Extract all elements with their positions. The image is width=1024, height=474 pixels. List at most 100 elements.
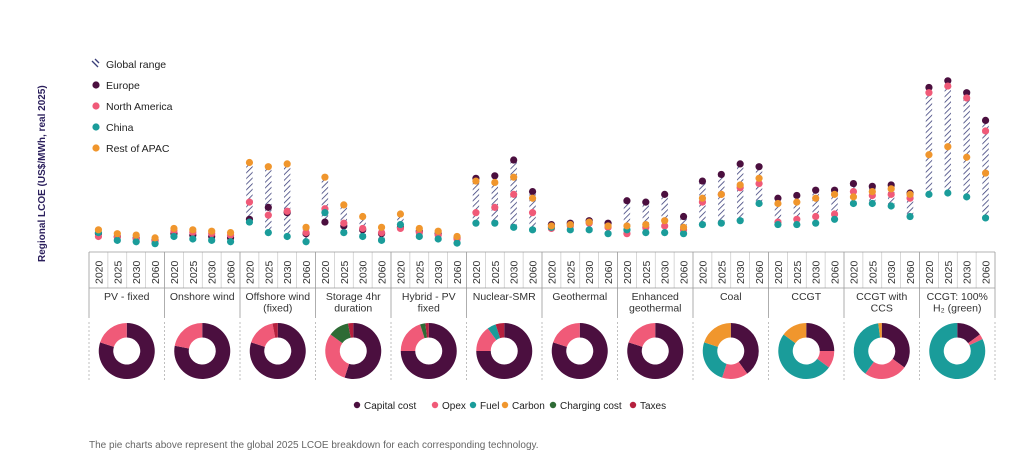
- pie-slice-capital: [98, 323, 155, 380]
- range-bar: [774, 198, 782, 225]
- year-tick-label: 2060: [377, 260, 389, 284]
- dot-rest_apac: [377, 223, 386, 231]
- pie-slice-opex: [968, 334, 983, 346]
- dot-china: [604, 230, 612, 238]
- dot-rest_apac: [736, 181, 744, 189]
- dot-north_america: [981, 127, 990, 135]
- dot-china: [472, 219, 480, 227]
- year-tick-label: 2030: [207, 260, 219, 284]
- dot-china: [396, 220, 405, 229]
- dot-china: [793, 220, 801, 229]
- pie-slice-fuel: [487, 324, 501, 341]
- dot-china: [264, 228, 272, 237]
- dot-europe: [925, 83, 933, 92]
- tech-label: CCS: [871, 303, 893, 315]
- year-tick-label: 2020: [848, 260, 860, 284]
- dot-china: [245, 218, 254, 226]
- dot-rest_apac: [755, 174, 763, 182]
- year-tick-label: 2020: [622, 260, 634, 284]
- dot-rest_apac: [472, 177, 480, 185]
- dot-north_america: [472, 209, 480, 217]
- dot-north_america: [661, 222, 669, 230]
- dot-europe: [679, 212, 688, 221]
- dot-china: [887, 202, 895, 210]
- dot-rest_apac: [283, 160, 291, 168]
- pie-slice-opex: [553, 323, 580, 347]
- dot-rest_apac: [208, 227, 216, 235]
- dot-rest_apac: [340, 201, 348, 209]
- dot-rest_apac: [453, 232, 461, 241]
- dot-rest_apac: [245, 158, 254, 167]
- dot-europe: [793, 191, 801, 200]
- legend-marker-china: [92, 123, 100, 131]
- pie-slice-capital: [344, 323, 382, 380]
- tech-label: PV - fixed: [104, 291, 150, 303]
- dot-europe: [736, 160, 744, 168]
- pie-slice-fuel: [778, 334, 829, 379]
- dot-rest_apac: [925, 151, 933, 159]
- year-tick-label: 2060: [150, 260, 162, 284]
- dot-rest_apac: [189, 226, 197, 234]
- year-tick-label: 2025: [565, 260, 577, 284]
- dot-china: [302, 238, 310, 246]
- dot-rest_apac: [774, 199, 782, 208]
- dot-north_america: [283, 207, 291, 215]
- dot-rest_apac: [113, 230, 121, 238]
- range-bar: [718, 174, 725, 224]
- dot-china: [170, 232, 178, 241]
- dot-china: [736, 217, 744, 225]
- legend-marker-europe: [92, 81, 100, 89]
- dot-europe: [849, 179, 858, 188]
- year-tick-label: 2060: [301, 260, 313, 284]
- dot-china: [774, 220, 782, 229]
- dot-europe: [774, 194, 782, 202]
- dot-china: [415, 232, 423, 241]
- year-tick-label: 2025: [943, 260, 955, 284]
- pie-slice-charging: [330, 323, 351, 344]
- legend-label-rest_apac: Rest of APAC: [106, 143, 170, 155]
- dot-china: [226, 238, 235, 246]
- dot-europe: [717, 170, 725, 179]
- pie-slice-carbon: [704, 323, 731, 347]
- dot-europe: [321, 218, 329, 226]
- dot-europe: [623, 197, 631, 205]
- dot-rest_apac: [868, 188, 876, 196]
- pie-legend-label-fuel: Fuel: [480, 401, 499, 412]
- legend-marker-north_america: [92, 102, 100, 110]
- year-tick-label: 2020: [697, 260, 709, 284]
- legend-label-china: China: [106, 122, 134, 134]
- pie-slice-opex: [722, 361, 748, 379]
- dot-rest_apac: [793, 198, 801, 206]
- range-bar: [906, 192, 914, 217]
- dot-rest_apac: [887, 185, 895, 193]
- dot-north_america: [359, 224, 367, 233]
- dot-rest_apac: [359, 212, 367, 221]
- tech-label: H₂ (green): [933, 303, 981, 315]
- year-tick-label: 2025: [641, 260, 653, 284]
- dot-rest_apac: [321, 173, 329, 181]
- dot-rest_apac: [510, 173, 518, 181]
- year-tick-label: 2030: [358, 260, 370, 284]
- tech-label: Nuclear-SMR: [473, 291, 536, 303]
- dot-china: [868, 199, 876, 208]
- dot-north_america: [830, 210, 839, 218]
- dot-rest_apac: [302, 223, 310, 231]
- dot-rest_apac: [491, 178, 499, 187]
- range-bar: [642, 202, 650, 233]
- year-tick-label: 2030: [962, 260, 974, 284]
- pie-slice-opex: [100, 323, 127, 347]
- legend-label-range: Global range: [106, 59, 166, 71]
- dot-china: [283, 232, 291, 241]
- legend-label-north_america: North America: [106, 101, 173, 113]
- dot-europe: [963, 89, 971, 97]
- dot-rest_apac: [94, 226, 103, 234]
- dot-rest_apac: [642, 220, 650, 229]
- dot-rest_apac: [661, 217, 669, 225]
- year-tick-label: 2025: [112, 260, 124, 284]
- y-axis-label: Regional LCOE (US$/MWh, real 2025): [37, 85, 48, 262]
- dot-rest_apac: [415, 224, 423, 233]
- range-bar: [340, 204, 348, 233]
- dot-china: [679, 230, 688, 238]
- year-tick-label: 2020: [395, 260, 407, 284]
- year-tick-label: 2030: [282, 260, 294, 284]
